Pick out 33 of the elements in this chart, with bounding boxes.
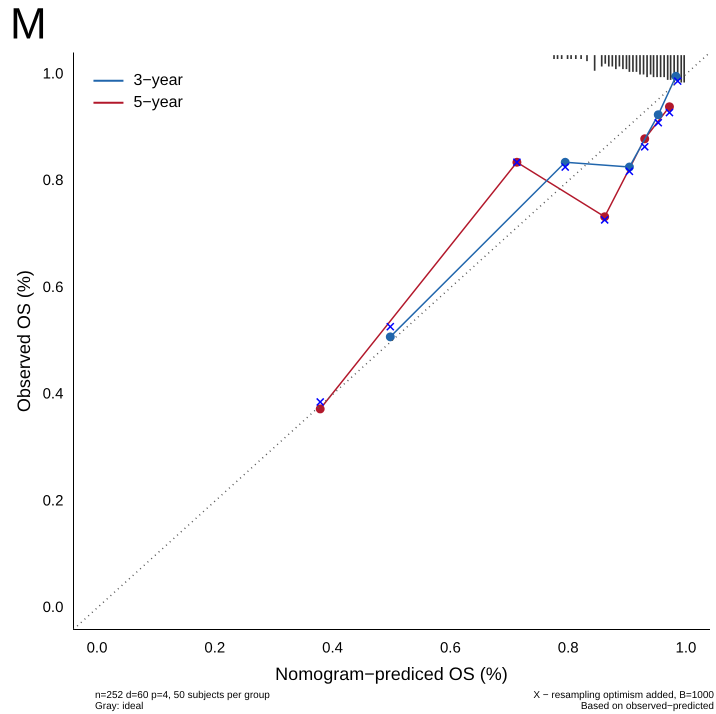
x-tick-label: 0.6 xyxy=(440,640,461,657)
y-tick-label: 0.6 xyxy=(42,278,64,296)
y-tick-label: 0.0 xyxy=(42,599,64,616)
y-tick-label: 0.2 xyxy=(42,492,64,510)
point xyxy=(625,167,634,176)
y-axis-title: Observed OS (%) xyxy=(14,270,34,412)
text: Gray: ideal xyxy=(95,701,144,712)
point xyxy=(560,162,570,172)
point xyxy=(316,404,325,414)
point xyxy=(673,76,682,86)
legend-label: 5−year xyxy=(133,94,184,112)
y-tick-label: 0.4 xyxy=(42,386,64,403)
legend-label: 3−year xyxy=(133,72,184,90)
x-axis-title: Nomogram−prediced OS (%) xyxy=(275,664,508,684)
x-tick-label: 0.4 xyxy=(322,640,344,657)
x-tick-label: 0.0 xyxy=(86,640,108,657)
point xyxy=(600,216,609,224)
x-tick-label: 1.0 xyxy=(676,640,696,657)
point xyxy=(640,142,650,152)
x-tick-label: 0.2 xyxy=(204,640,226,657)
point xyxy=(386,332,395,342)
x-tick-label: 0.8 xyxy=(558,640,579,657)
text: n=252 d=60 p=4, 50 subjects per group xyxy=(95,690,270,701)
text: X − resampling optimism added, B=1000 xyxy=(533,690,714,701)
point xyxy=(665,108,674,117)
text: Based on observed−predicted xyxy=(580,701,714,712)
y-tick-label: 1.0 xyxy=(42,65,64,82)
point xyxy=(654,118,663,128)
point xyxy=(316,398,324,406)
point xyxy=(386,322,395,331)
chart-title: M xyxy=(10,0,47,49)
y-tick-label: 0.8 xyxy=(42,172,64,190)
point xyxy=(654,110,663,120)
